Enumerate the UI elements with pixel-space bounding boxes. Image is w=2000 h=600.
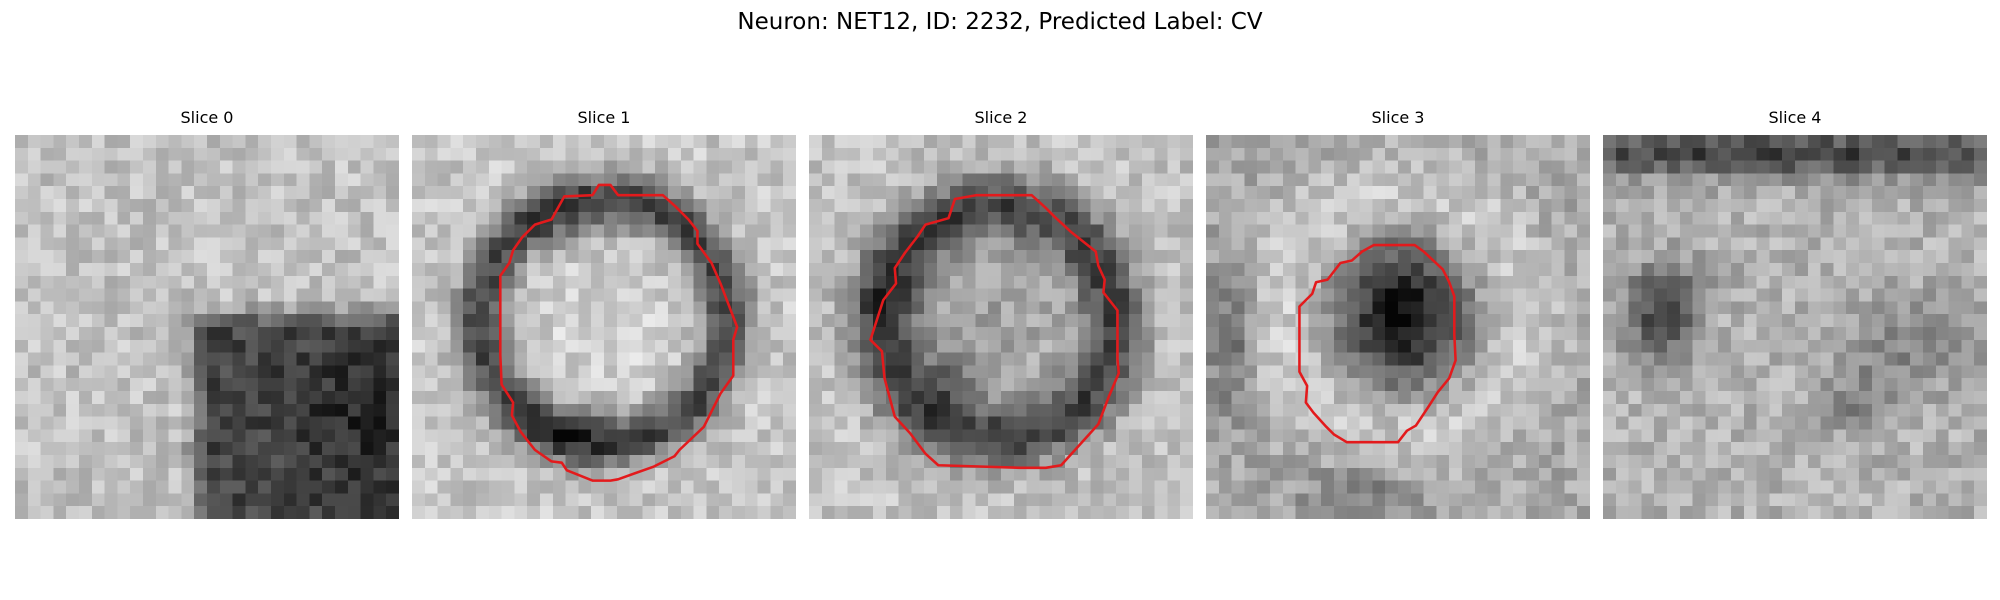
slice-image	[809, 135, 1193, 519]
slice-title: Slice 0	[180, 108, 234, 127]
slice-title: Slice 4	[1768, 108, 1822, 127]
segmentation-contour	[499, 183, 739, 482]
slice-image	[1206, 135, 1590, 519]
slice-panel-1: Slice 1	[412, 108, 796, 519]
slice-panel-3: Slice 3	[1206, 108, 1590, 519]
slice-title: Slice 3	[1371, 108, 1425, 127]
figure-title: Neuron: NET12, ID: 2232, Predicted Label…	[737, 9, 1263, 35]
slice-title: Slice 1	[577, 108, 631, 127]
slice-panel-4: Slice 4	[1603, 108, 1987, 519]
segmentation-contour	[869, 193, 1121, 470]
slice-panel-2: Slice 2	[809, 108, 1193, 519]
segmentation-contour	[1298, 243, 1457, 444]
slice-image	[412, 135, 796, 519]
slice-panel-0: Slice 0	[15, 108, 399, 519]
slice-image	[15, 135, 399, 519]
slice-image	[1603, 135, 1987, 519]
slice-title: Slice 2	[974, 108, 1028, 127]
